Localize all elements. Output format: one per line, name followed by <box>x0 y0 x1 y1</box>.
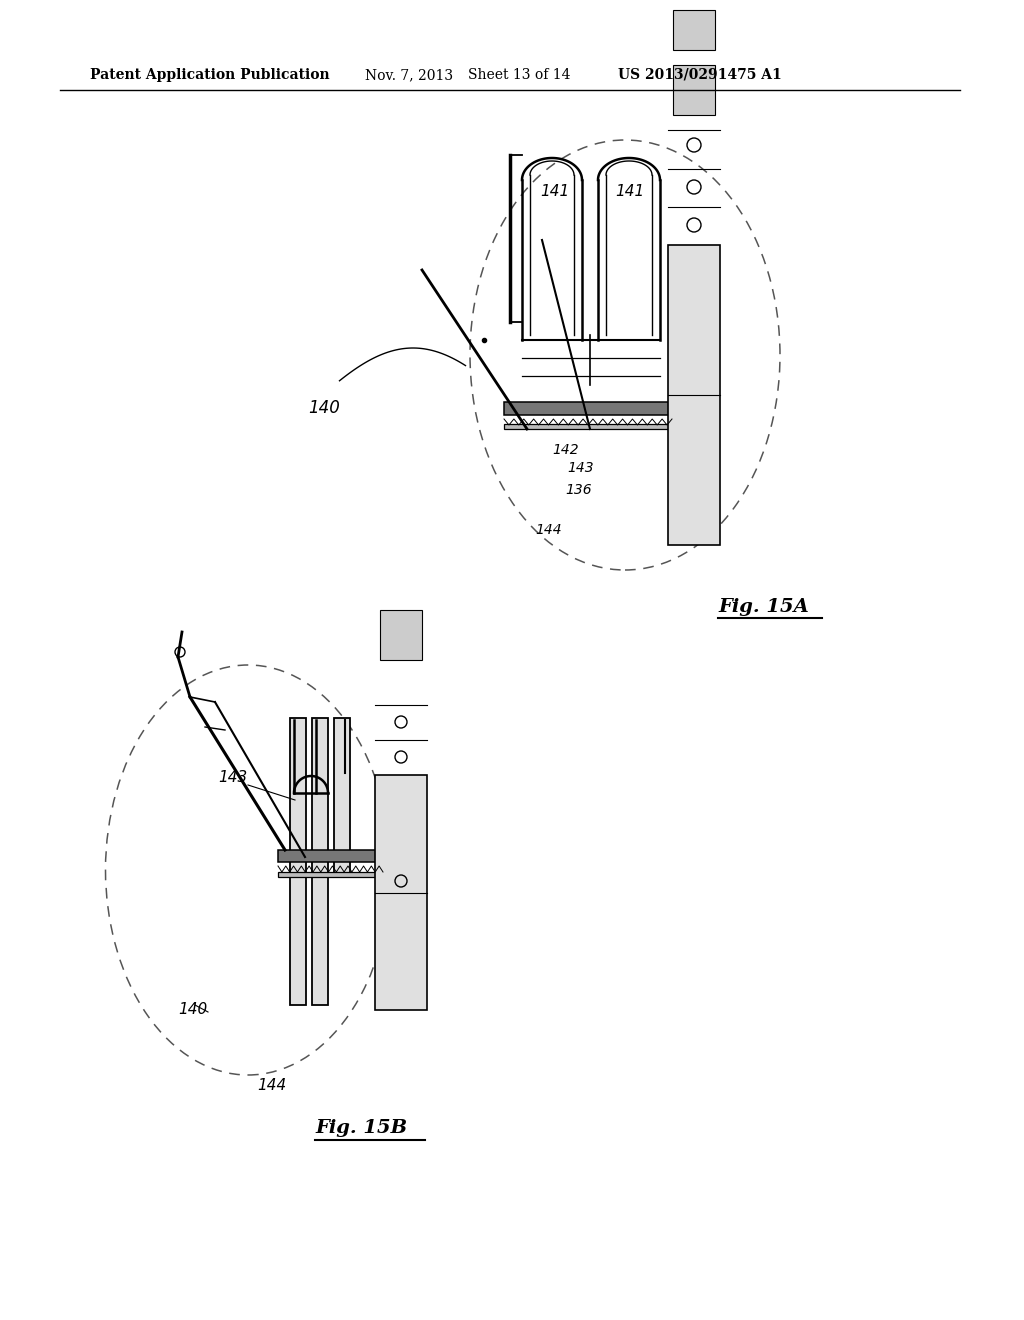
Text: 144: 144 <box>535 523 561 537</box>
Text: US 2013/0291475 A1: US 2013/0291475 A1 <box>618 69 781 82</box>
Text: Fig. 15A: Fig. 15A <box>718 598 809 616</box>
Bar <box>504 403 672 414</box>
Bar <box>380 610 422 660</box>
Bar <box>673 11 715 50</box>
Bar <box>673 65 715 115</box>
Bar <box>278 873 383 876</box>
Text: 143: 143 <box>567 461 594 475</box>
Bar <box>375 775 427 1010</box>
Bar <box>278 850 383 862</box>
Text: 141: 141 <box>615 185 645 199</box>
Text: 140: 140 <box>308 399 340 417</box>
Text: 142: 142 <box>552 444 579 457</box>
Text: Sheet 13 of 14: Sheet 13 of 14 <box>468 69 570 82</box>
Text: 140: 140 <box>178 1002 207 1018</box>
Text: 143: 143 <box>218 771 247 785</box>
Bar <box>290 718 306 1005</box>
Bar <box>312 718 328 1005</box>
Text: Nov. 7, 2013: Nov. 7, 2013 <box>365 69 454 82</box>
Text: Fig. 15B: Fig. 15B <box>315 1119 408 1137</box>
Bar <box>668 246 720 545</box>
Text: 136: 136 <box>565 483 592 498</box>
Text: Patent Application Publication: Patent Application Publication <box>90 69 330 82</box>
Bar <box>504 424 672 429</box>
Text: 144: 144 <box>257 1077 287 1093</box>
Bar <box>334 718 350 876</box>
Text: 141: 141 <box>541 185 569 199</box>
